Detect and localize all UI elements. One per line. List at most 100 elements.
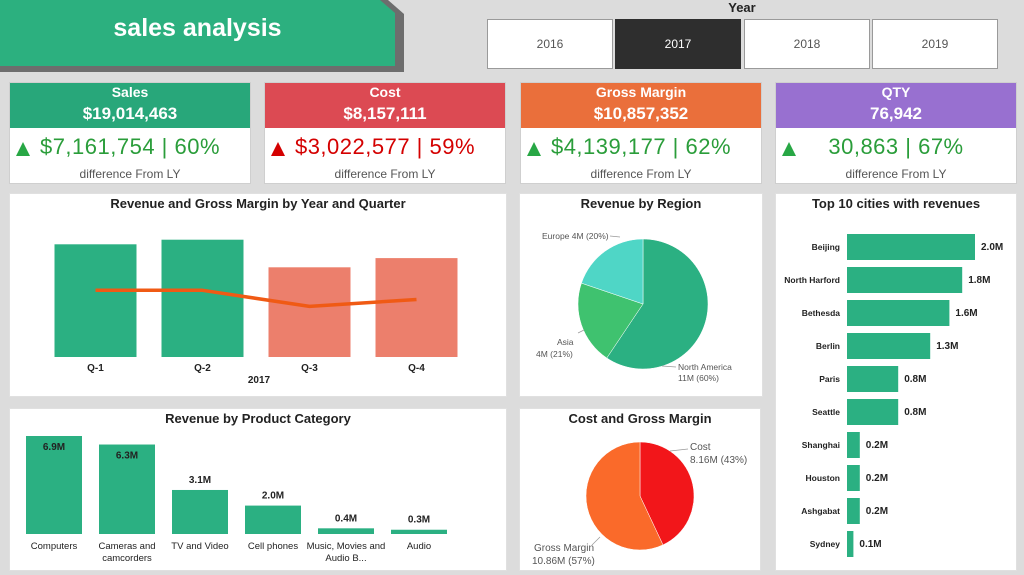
year-option-2016[interactable]: 2016 [487, 19, 613, 69]
year-slicer-label: Year [728, 0, 756, 15]
city-bar [847, 366, 899, 392]
pie-slice [581, 238, 644, 305]
kpi-label: Sales [111, 84, 149, 100]
banner-shape [0, 0, 404, 72]
x-tick-label: Audio B... [325, 553, 366, 564]
bar-value-label: 0.2M [866, 506, 888, 517]
x-tick-label: camcorders [102, 553, 152, 564]
up-arrow-icon [782, 142, 796, 156]
bar-value-label: 0.2M [866, 473, 888, 484]
kpi-header: Sales $19,014,463 [10, 83, 250, 128]
chart-title: Revenue by Product Category [165, 411, 351, 426]
x-tick-label: Q-3 [301, 363, 318, 374]
bar-value-label: 2.0M [981, 242, 1003, 253]
year-option-2019[interactable]: 2019 [872, 19, 998, 69]
pie-slice [585, 441, 664, 551]
panel-cost-gross-margin[interactable]: Cost and Gross Margin Cost 8.16M (43%) Gro… [519, 408, 761, 571]
kpi-difference: $4,139,177 | 62% [550, 134, 732, 159]
leader-line [577, 329, 585, 334]
city-label: Berlin [816, 341, 840, 351]
city-label: Ashgabat [801, 506, 840, 516]
kpi-card-sales: Sales $19,014,463 $7,161,754 | 60% diffe… [9, 82, 251, 184]
category-bar [245, 505, 301, 534]
kpi-card-cost: Cost $8,157,111 $3,022,577 | 59% differe… [264, 82, 506, 184]
category-bar [318, 528, 374, 534]
top-cities-chart[interactable]: Beijing 2.0M North Harford 1.8M Bethesda 1.6M… [776, 194, 1018, 572]
chart-title: Revenue by Region [580, 196, 702, 211]
cost-gross-margin-chart[interactable]: Cost 8.16M (43%) Gross Margin 10.86M (57%) [520, 409, 762, 572]
city-bar [847, 465, 860, 491]
bar-value-label: 1.6M [955, 308, 977, 319]
up-arrow-icon [271, 142, 285, 156]
up-arrow-icon [16, 142, 30, 156]
bar-value-label: 6.9M [43, 442, 65, 453]
category-bar [391, 529, 447, 534]
city-bar [847, 234, 975, 260]
city-bar [847, 498, 860, 524]
x-tick-label: Computers [31, 541, 78, 552]
year-option-2017[interactable]: 2017 [615, 19, 741, 69]
x-tick-label: Music, Movies and [307, 541, 386, 552]
panel-revenue-by-region[interactable]: Revenue by Region North America 11M (60%)… [519, 193, 763, 397]
city-bar [847, 531, 854, 557]
kpi-label: Gross Margin [595, 84, 687, 100]
up-arrow-icon [527, 142, 541, 156]
city-label: Sydney [810, 539, 841, 549]
gross-margin-line [95, 288, 417, 309]
kpi-value: $8,157,111 [343, 104, 427, 123]
kpi-header: Gross Margin $10,857,352 [521, 83, 761, 128]
city-label: Shanghai [802, 440, 840, 450]
pie-slice [606, 238, 709, 370]
bar-value-label: 1.8M [968, 275, 990, 286]
slice-label: Europe 4M (20%) [542, 231, 609, 241]
x-tick-label: Q-1 [87, 363, 104, 374]
kpi-value: $10,857,352 [593, 104, 689, 123]
slice-label: North America [678, 362, 732, 372]
category-bar [99, 444, 155, 534]
x-tick-label: Cameras and [98, 541, 155, 552]
kpi-card-qty: QTY 76,942 30,863 | 67% difference From … [775, 82, 1017, 184]
bar-value-label: 2.0M [262, 491, 284, 502]
panel-revenue-by-category[interactable]: Revenue by Product Category 6.9M Computer… [9, 408, 507, 571]
kpi-header: QTY 76,942 [776, 83, 1016, 128]
city-label: Bethesda [802, 308, 841, 318]
city-bar [847, 267, 963, 293]
bar-value-label: 0.2M [866, 440, 888, 451]
category-bar [172, 489, 228, 534]
chart-title: Revenue and Gross Margin by Year and Qua… [110, 196, 406, 211]
panel-revenue-gross-margin[interactable]: Revenue and Gross Margin by Year and Qua… [9, 193, 507, 397]
city-label: Seattle [812, 407, 840, 417]
kpi-card-gross-margin: Gross Margin $10,857,352 $4,139,177 | 62… [520, 82, 762, 184]
leader-line [609, 235, 621, 238]
kpi-value: 76,942 [870, 104, 922, 123]
city-label: Beijing [812, 242, 840, 252]
kpi-header: Cost $8,157,111 [265, 83, 505, 128]
x-tick-label: Audio [407, 541, 431, 552]
city-label: North Harford [784, 275, 840, 285]
kpi-difference: 30,863 | 67% [828, 134, 964, 159]
bar-value-label: 0.1M [859, 539, 881, 550]
city-label: Houston [806, 473, 840, 483]
city-bar [847, 432, 860, 458]
kpi-subtitle: difference From LY [845, 167, 947, 181]
year-option-2018[interactable]: 2018 [744, 19, 870, 69]
chart-title: Cost and Gross Margin [568, 411, 712, 426]
city-label: Paris [819, 374, 840, 384]
kpi-difference: $3,022,577 | 59% [294, 134, 476, 159]
revenue-gross-margin-chart[interactable]: Q-1 Q-2 Q-3 Q-4 2017 [10, 194, 508, 398]
kpi-label: QTY [881, 84, 911, 100]
bar-value-label: 0.4M [335, 513, 357, 524]
x-tick-label: TV and Video [171, 541, 228, 552]
kpi-subtitle: difference From LY [590, 167, 692, 181]
pie-slice [639, 441, 695, 546]
slice-value-label: 10.86M (57%) [532, 556, 595, 567]
revenue-bar [54, 244, 137, 357]
bar-value-label: 0.8M [904, 407, 926, 418]
city-bar [847, 333, 931, 359]
leader-line [661, 365, 677, 368]
title-banner: sales analysis [0, 0, 404, 72]
kpi-subtitle: difference From LY [334, 167, 436, 181]
panel-top-cities[interactable]: Top 10 cities with revenues Beijing 2.0M N… [775, 193, 1017, 571]
